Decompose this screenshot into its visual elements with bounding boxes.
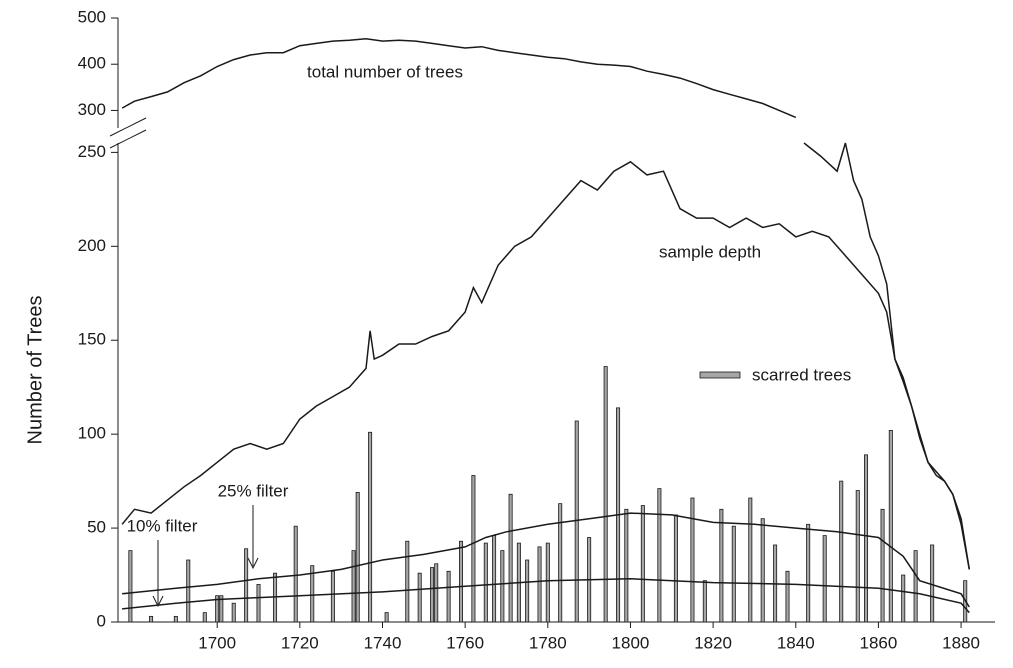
axis-break [109,117,147,137]
y-tick-label: 500 [78,7,106,26]
bar [417,572,422,623]
bar [864,454,869,623]
x-tick-label: 1780 [529,633,567,652]
bar [351,550,356,623]
bar [173,615,178,623]
bar [558,503,563,623]
bar [355,491,360,623]
y-tick-label: 0 [97,611,106,630]
bar [293,525,298,623]
bar [202,612,207,623]
bar [624,508,629,623]
bar [690,497,695,623]
bar [128,550,133,623]
x-tick-label: 1740 [364,633,402,652]
bar [330,570,335,623]
bar [913,550,918,623]
bar [748,497,753,623]
x-tick-label: 1700 [198,633,236,652]
bar [483,542,488,623]
bar [657,488,662,623]
bar [760,518,765,623]
bar [186,559,191,623]
bar [888,429,893,623]
bar [430,567,435,623]
bar [901,574,906,623]
bar [446,570,451,623]
bar [231,602,236,623]
bar [640,505,645,623]
bar [149,615,154,623]
y-tick-label: 300 [78,100,106,119]
annotation: 25% filter [218,481,289,500]
axis-break [109,129,147,149]
annotation: sample depth [659,242,761,261]
x-tick-label: 1720 [281,633,319,652]
y-tick-label: 100 [78,424,106,443]
line [803,142,971,570]
bar [405,540,410,623]
y-tick-label: 150 [78,330,106,349]
x-tick-label: 1860 [860,633,898,652]
bar [256,584,261,623]
y-tick-label: 200 [78,236,106,255]
bar [785,570,790,623]
x-tick-label: 1760 [446,633,484,652]
bar [244,548,249,623]
bar [508,493,513,623]
legend-swatch [699,371,741,379]
bar [822,535,827,623]
y-axis-label: Number of Trees [24,296,46,445]
bar [219,595,224,623]
bar [545,542,550,623]
line [122,512,970,608]
line [122,578,970,614]
annotation: total number of trees [307,62,463,81]
bar [806,523,811,623]
bar [537,546,542,623]
bar [880,508,885,623]
bar [500,550,505,623]
bar [731,525,736,623]
bar [930,544,935,623]
y-tick-label: 50 [87,518,106,537]
line [121,38,797,119]
annotation: 10% filter [127,516,198,535]
bar [603,366,608,623]
bar [492,535,497,623]
bar [839,480,844,623]
bar [384,612,389,623]
arrow-head [247,557,259,570]
y-tick-label: 250 [78,142,106,161]
legend-label: scarred trees [752,365,851,384]
line [121,160,971,570]
bar [702,580,707,623]
bar [434,563,439,623]
arrow-head [152,595,164,608]
bar [719,508,724,623]
bar [459,540,464,623]
x-tick-label: 1800 [612,633,650,652]
bar [471,475,476,623]
bar [855,490,860,623]
bar [215,595,220,623]
y-tick-label: 400 [78,54,106,73]
x-tick-label: 1820 [694,633,732,652]
bar [673,514,678,623]
bar [310,565,315,623]
bar [574,420,579,623]
bar [368,431,373,623]
x-tick-label: 1840 [777,633,815,652]
x-tick-label: 1880 [942,633,980,652]
bar [525,559,530,623]
